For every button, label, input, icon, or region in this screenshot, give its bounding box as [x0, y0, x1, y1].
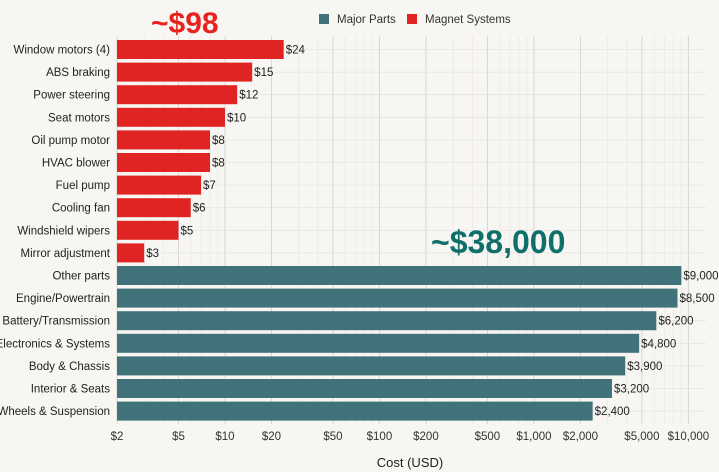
category-label: Windshield wipers	[17, 225, 110, 237]
bar	[117, 130, 211, 150]
x-tick-label: $100	[367, 431, 393, 443]
x-tick-label: $200	[413, 431, 439, 443]
x-tick-label: $500	[475, 431, 501, 443]
bar-value-label: $2,400	[595, 406, 630, 418]
bar	[117, 40, 284, 59]
category-label: Power steering	[33, 90, 110, 102]
bar-value-label: $8,500	[679, 293, 714, 305]
category-label: Fuel pump	[56, 180, 110, 192]
category-label: Body & Chassis	[29, 361, 110, 373]
labels: $2 $5 $10 $20 $50 $100 $200 $500 $1,000 $2,000 $5,…	[0, 45, 719, 444]
bar-value-label: $6	[193, 203, 206, 215]
bar-value-label: $10	[227, 112, 246, 124]
x-tick-label: $50	[323, 431, 342, 443]
x-tick-label: $20	[262, 431, 281, 443]
category-label: Oil pump motor	[31, 135, 110, 147]
x-tick-label: $2	[111, 431, 124, 443]
x-axis-title: Cost (USD)	[377, 455, 443, 470]
legend-swatch-magnet-systems	[407, 14, 417, 24]
category-label: Mirror adjustment	[21, 248, 111, 260]
bar-value-label: $7	[203, 180, 216, 192]
x-tick-label: $10	[215, 431, 234, 443]
category-label: Battery/Transmission	[2, 316, 110, 328]
bar	[117, 198, 191, 218]
category-label: Cooling fan	[52, 203, 110, 215]
category-label: Engine/Powertrain	[16, 293, 110, 305]
bar-value-label: $4,800	[641, 338, 676, 350]
category-label: Interior & Seats	[31, 384, 111, 396]
bar	[117, 220, 179, 240]
bar	[117, 401, 593, 421]
bar	[117, 243, 145, 263]
bar-value-label: $8	[212, 135, 225, 147]
bar	[117, 311, 657, 331]
bar-value-label: $6,200	[658, 316, 693, 328]
x-tick-label: $5,000	[624, 431, 659, 443]
bar	[117, 153, 211, 172]
category-label: Electronics & Systems	[0, 338, 110, 350]
bar	[117, 288, 678, 308]
legend-label-major-parts: Major Parts	[337, 14, 396, 26]
bar	[117, 107, 225, 127]
bar	[117, 379, 612, 398]
category-label: Seat motors	[48, 112, 110, 124]
bar	[117, 333, 640, 353]
bar-value-label: $12	[239, 90, 258, 102]
bar-value-label: $3,200	[614, 384, 649, 396]
legend-label-magnet-systems: Magnet Systems	[425, 14, 511, 26]
bar	[117, 175, 202, 195]
category-label: ABS braking	[46, 67, 110, 79]
bar-value-label: $3	[146, 248, 159, 260]
x-tick-label: $2,000	[563, 431, 598, 443]
magnet-total-annotation: ~$98	[151, 7, 219, 40]
bar-value-label: $8	[212, 158, 225, 170]
x-tick-label: $5	[172, 431, 185, 443]
legend: Major Parts Magnet Systems	[319, 14, 511, 26]
bar	[117, 85, 238, 105]
category-label: Wheels & Suspension	[0, 406, 110, 418]
category-label: Window motors (4)	[14, 45, 111, 57]
x-tick-label: $1,000	[516, 431, 551, 443]
bars	[117, 40, 682, 421]
legend-swatch-major-parts	[319, 14, 329, 24]
bar-value-label: $24	[286, 45, 306, 57]
bar	[117, 62, 253, 82]
bar-value-label: $3,900	[627, 361, 662, 373]
bar-value-label: $9,000	[683, 271, 718, 283]
category-label: Other parts	[52, 271, 110, 283]
x-tick-label: $10,000	[668, 431, 710, 443]
bar	[117, 356, 626, 376]
category-label: HVAC blower	[42, 158, 110, 170]
bar-value-label: $15	[254, 67, 273, 79]
major-total-annotation: ~$38,000	[431, 224, 565, 260]
bar-value-label: $5	[180, 225, 193, 237]
bar	[117, 266, 682, 285]
